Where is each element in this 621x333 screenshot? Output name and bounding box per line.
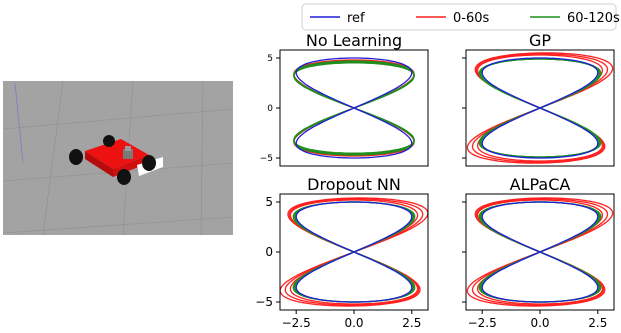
panel-title: ALPaCA	[510, 175, 571, 194]
chart-panel: GP	[462, 31, 615, 167]
x-tick-label: 2.5	[402, 316, 421, 330]
y-tick-label: 5	[267, 54, 273, 64]
series-group	[466, 52, 614, 164]
y-tick-label: 5	[265, 195, 273, 209]
series-group	[280, 197, 428, 307]
x-tick-label: −2.5	[282, 316, 311, 330]
panel-title: GP	[529, 31, 551, 50]
robot-car	[69, 135, 163, 185]
chart-panel: ALPaCA −2.5 0.0 2.5	[462, 175, 615, 330]
y-tick-label: −5	[255, 295, 273, 309]
robot-car-simulation-image	[3, 81, 233, 235]
y-tick-label: 0	[267, 104, 273, 114]
panel-title: Dropout NN	[307, 175, 401, 194]
legend: ref 0-60s 60-120s	[301, 3, 620, 31]
x-tick-label: −2.5	[468, 316, 497, 330]
chart-panel: No Learning −5 0 5	[260, 31, 429, 167]
series-group	[466, 197, 614, 307]
x-tick-label: 0.0	[344, 316, 363, 330]
chart-panel: Dropout NN −5 0 5 −2.5 0.0 2.5	[255, 175, 429, 330]
legend-box	[301, 3, 617, 31]
legend-label: 60-120s	[567, 11, 620, 26]
panel-title: No Learning	[306, 31, 402, 50]
series-line-ref	[481, 201, 599, 303]
legend-label: ref	[347, 11, 365, 26]
legend-label: 0-60s	[453, 11, 490, 26]
x-tick-label: 0.0	[530, 316, 549, 330]
series-line-ref	[481, 57, 599, 159]
series-line-ref	[295, 201, 413, 303]
y-tick-label: 0	[265, 245, 273, 259]
y-tick-label: −5	[260, 154, 273, 164]
x-tick-label: 2.5	[588, 316, 607, 330]
series-group	[293, 57, 415, 159]
series-line-ref	[295, 57, 413, 159]
